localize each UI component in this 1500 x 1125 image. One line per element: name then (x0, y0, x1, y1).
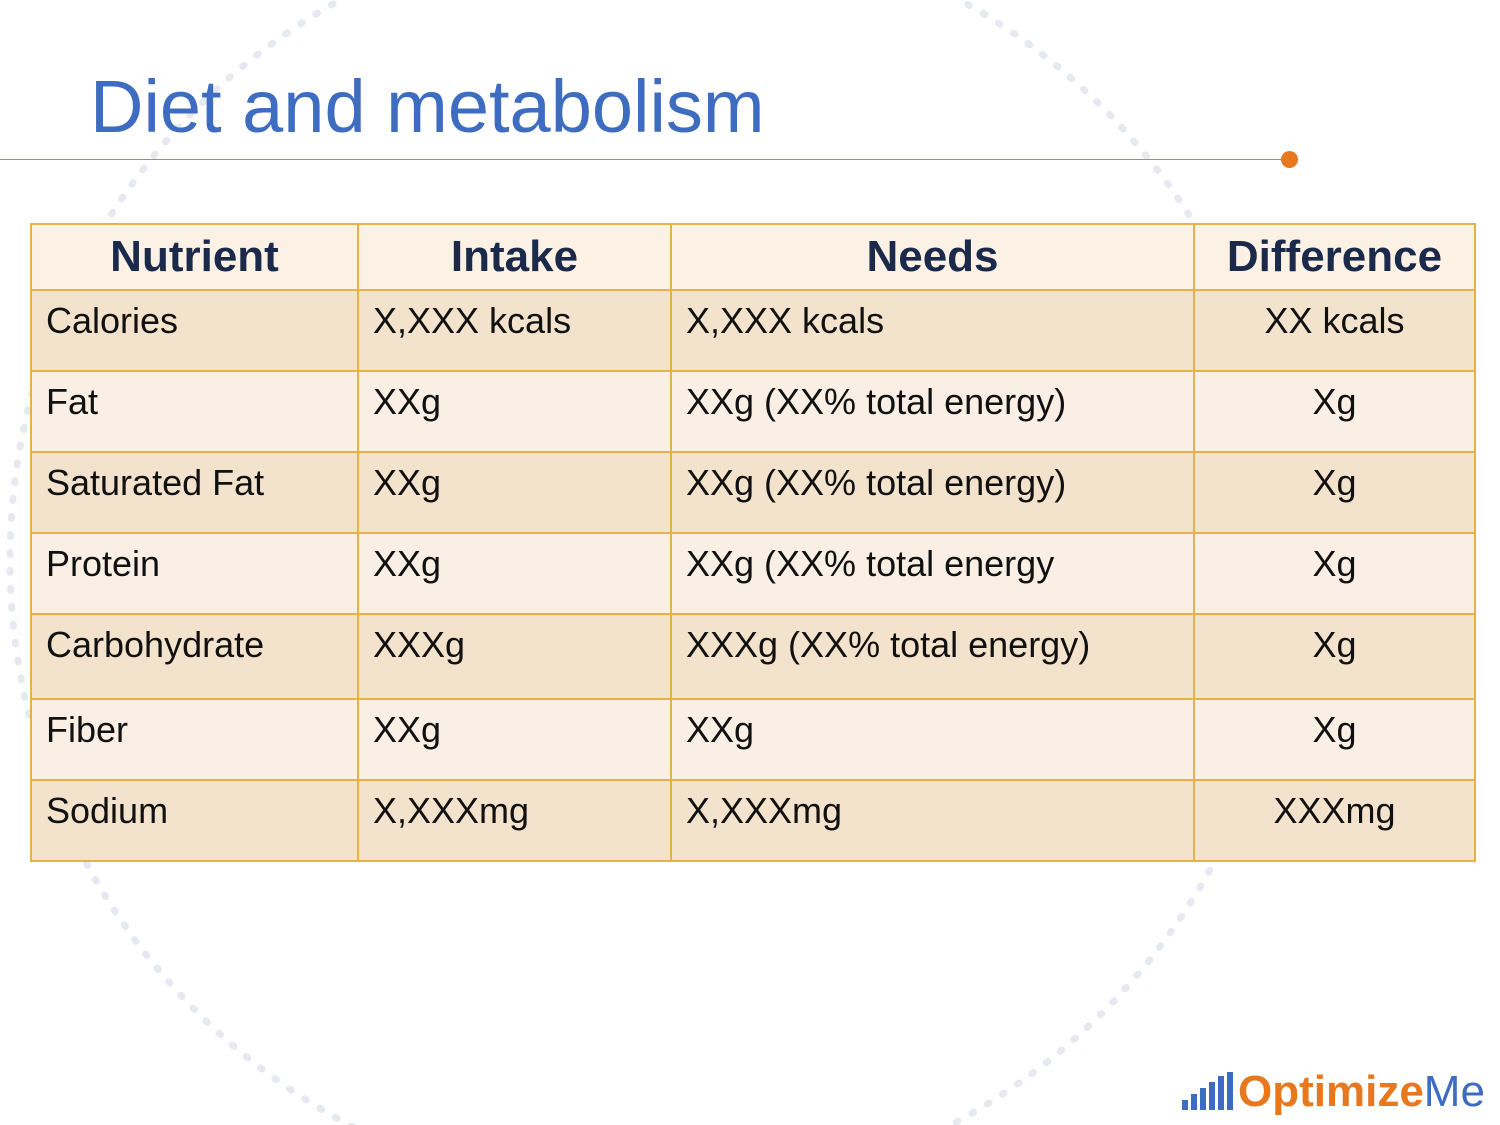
header-needs: Needs (670, 223, 1195, 291)
slide-title: Diet and metabolism (90, 65, 765, 148)
cell-difference: XXXmg (1193, 779, 1476, 862)
table-row: Fiber XXg XXg Xg (30, 698, 1476, 781)
header-intake: Intake (357, 223, 672, 291)
cell-intake: XXg (357, 532, 672, 615)
cell-intake: XXg (357, 451, 672, 534)
nutrient-table: Nutrient Intake Needs Difference Calorie… (30, 223, 1476, 862)
table-row: Carbohydrate XXXg XXXg (XX% total energy… (30, 613, 1476, 700)
cell-difference: Xg (1193, 370, 1476, 453)
header-difference: Difference (1193, 223, 1476, 291)
cell-nutrient: Sodium (30, 779, 359, 862)
cell-nutrient: Fiber (30, 698, 359, 781)
cell-needs: X,XXXmg (670, 779, 1195, 862)
cell-needs: XXg (XX% total energy) (670, 451, 1195, 534)
cell-needs: XXXg (XX% total energy) (670, 613, 1195, 700)
title-divider-dot (1281, 151, 1298, 168)
cell-intake: XXg (357, 370, 672, 453)
title-divider-line (0, 159, 1290, 160)
table-row: Sodium X,XXXmg X,XXXmg XXXmg (30, 779, 1476, 862)
table-row: Calories X,XXX kcals X,XXX kcals XX kcal… (30, 289, 1476, 372)
cell-nutrient: Saturated Fat (30, 451, 359, 534)
cell-difference: Xg (1193, 698, 1476, 781)
cell-nutrient: Fat (30, 370, 359, 453)
header-nutrient: Nutrient (30, 223, 359, 291)
cell-nutrient: Calories (30, 289, 359, 372)
cell-difference: XX kcals (1193, 289, 1476, 372)
cell-difference: Xg (1193, 451, 1476, 534)
optimizeme-logo: OptimizeMe (1182, 1070, 1485, 1114)
table-row: Protein XXg XXg (XX% total energy Xg (30, 532, 1476, 615)
cell-intake: XXg (357, 698, 672, 781)
cell-needs: XXg (XX% total energy) (670, 370, 1195, 453)
logo-wordmark: OptimizeMe (1238, 1070, 1485, 1114)
cell-intake: X,XXXmg (357, 779, 672, 862)
table-header-row: Nutrient Intake Needs Difference (30, 223, 1476, 291)
cell-nutrient: Protein (30, 532, 359, 615)
bar-chart-icon (1182, 1072, 1233, 1110)
cell-needs: XXg (670, 698, 1195, 781)
table-row: Saturated Fat XXg XXg (XX% total energy)… (30, 451, 1476, 534)
cell-nutrient: Carbohydrate (30, 613, 359, 700)
cell-intake: X,XXX kcals (357, 289, 672, 372)
cell-difference: Xg (1193, 532, 1476, 615)
logo-text-me: Me (1423, 1067, 1485, 1116)
cell-needs: XXg (XX% total energy (670, 532, 1195, 615)
cell-difference: Xg (1193, 613, 1476, 700)
logo-text-optimize: Optimize (1238, 1067, 1424, 1116)
table-row: Fat XXg XXg (XX% total energy) Xg (30, 370, 1476, 453)
cell-needs: X,XXX kcals (670, 289, 1195, 372)
cell-intake: XXXg (357, 613, 672, 700)
